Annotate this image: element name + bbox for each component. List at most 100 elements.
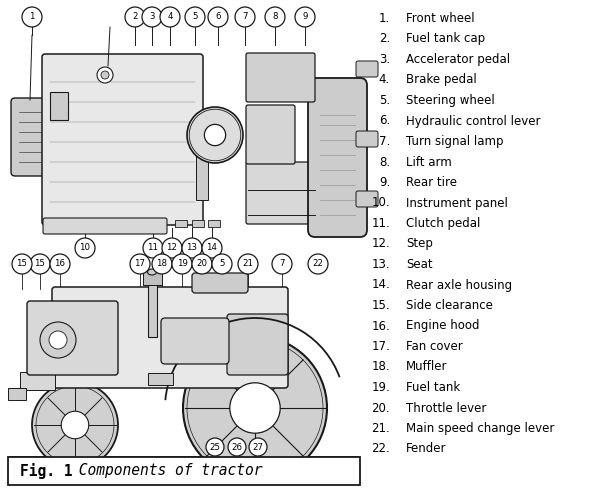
Circle shape: [143, 238, 163, 258]
Text: 11.: 11.: [371, 217, 390, 230]
Text: 18: 18: [157, 260, 167, 269]
FancyBboxPatch shape: [192, 273, 248, 293]
Text: 6: 6: [216, 13, 221, 22]
Text: Fig. 1: Fig. 1: [20, 463, 72, 479]
Text: 16: 16: [55, 260, 66, 269]
Circle shape: [32, 382, 118, 468]
Bar: [175, 220, 187, 227]
Circle shape: [172, 254, 192, 274]
Text: 4: 4: [167, 13, 173, 22]
Text: 4.: 4.: [379, 74, 390, 87]
Bar: [196, 145, 208, 200]
Text: Fan cover: Fan cover: [406, 340, 463, 353]
Circle shape: [50, 254, 70, 274]
FancyBboxPatch shape: [308, 78, 367, 237]
Text: Step: Step: [406, 238, 433, 250]
Circle shape: [30, 254, 50, 274]
FancyBboxPatch shape: [52, 287, 288, 388]
Text: Turn signal lamp: Turn signal lamp: [406, 135, 503, 148]
Text: 15: 15: [34, 260, 46, 269]
Circle shape: [40, 322, 76, 358]
Text: 9: 9: [302, 13, 308, 22]
Text: 13.: 13.: [371, 258, 390, 271]
FancyBboxPatch shape: [27, 301, 118, 375]
Text: Fender: Fender: [406, 442, 447, 456]
Circle shape: [183, 336, 327, 480]
Text: 5.: 5.: [379, 94, 390, 107]
Circle shape: [75, 238, 95, 258]
FancyBboxPatch shape: [8, 457, 360, 485]
Text: 21.: 21.: [371, 422, 390, 435]
Text: Components of tractor: Components of tractor: [70, 464, 262, 479]
Text: 5: 5: [219, 260, 225, 269]
Text: 14: 14: [206, 244, 217, 252]
Text: 2.: 2.: [379, 32, 390, 46]
FancyBboxPatch shape: [246, 53, 315, 102]
Text: 9.: 9.: [379, 176, 390, 189]
Text: Throttle lever: Throttle lever: [406, 401, 486, 415]
Text: Hydraulic control lever: Hydraulic control lever: [406, 115, 541, 127]
Text: Front wheel: Front wheel: [406, 12, 474, 25]
FancyBboxPatch shape: [356, 191, 378, 207]
Circle shape: [152, 254, 172, 274]
Circle shape: [187, 107, 243, 163]
Circle shape: [101, 71, 109, 79]
FancyBboxPatch shape: [43, 218, 167, 234]
Text: 19.: 19.: [371, 381, 390, 394]
Bar: [8, 388, 26, 400]
Circle shape: [162, 238, 182, 258]
Circle shape: [238, 254, 258, 274]
Text: 12.: 12.: [371, 238, 390, 250]
Circle shape: [295, 7, 315, 27]
Circle shape: [97, 67, 113, 83]
Text: 18.: 18.: [371, 361, 390, 373]
Text: 7: 7: [242, 13, 248, 22]
Text: 12: 12: [167, 244, 178, 252]
FancyBboxPatch shape: [227, 314, 288, 375]
Circle shape: [204, 124, 226, 146]
Circle shape: [12, 254, 32, 274]
Bar: [148, 272, 157, 337]
Circle shape: [182, 238, 202, 258]
Text: 3.: 3.: [379, 53, 390, 66]
Text: Rear axle housing: Rear axle housing: [406, 278, 512, 292]
Text: 17: 17: [134, 260, 146, 269]
Text: 21: 21: [243, 260, 253, 269]
Text: 22.: 22.: [371, 442, 390, 456]
FancyBboxPatch shape: [246, 105, 295, 164]
FancyBboxPatch shape: [356, 61, 378, 77]
Circle shape: [142, 7, 162, 27]
Text: 7: 7: [279, 260, 285, 269]
Text: 22: 22: [312, 260, 323, 269]
Text: 3: 3: [149, 13, 155, 22]
FancyBboxPatch shape: [356, 131, 378, 147]
Circle shape: [272, 254, 292, 274]
Circle shape: [206, 438, 224, 456]
Text: 8.: 8.: [379, 155, 390, 169]
Text: 5: 5: [192, 13, 197, 22]
Text: 7.: 7.: [379, 135, 390, 148]
Bar: [192, 220, 204, 227]
Text: 2: 2: [132, 13, 138, 22]
Text: 15.: 15.: [371, 299, 390, 312]
Circle shape: [202, 238, 222, 258]
Text: Instrument panel: Instrument panel: [406, 196, 508, 210]
Text: Brake pedal: Brake pedal: [406, 74, 477, 87]
Circle shape: [130, 254, 150, 274]
Circle shape: [230, 383, 280, 433]
Text: 14.: 14.: [371, 278, 390, 292]
FancyBboxPatch shape: [42, 54, 203, 225]
Bar: [208, 220, 220, 227]
Circle shape: [185, 7, 205, 27]
Text: Engine hood: Engine hood: [406, 319, 480, 333]
Text: 15: 15: [16, 260, 28, 269]
Circle shape: [228, 438, 246, 456]
Text: 25: 25: [209, 442, 220, 451]
Text: Fuel tank: Fuel tank: [406, 381, 461, 394]
Text: 27: 27: [252, 442, 264, 451]
Circle shape: [235, 7, 255, 27]
FancyBboxPatch shape: [246, 162, 315, 224]
Text: 20.: 20.: [371, 401, 390, 415]
Circle shape: [125, 7, 145, 27]
Text: 1: 1: [29, 13, 35, 22]
